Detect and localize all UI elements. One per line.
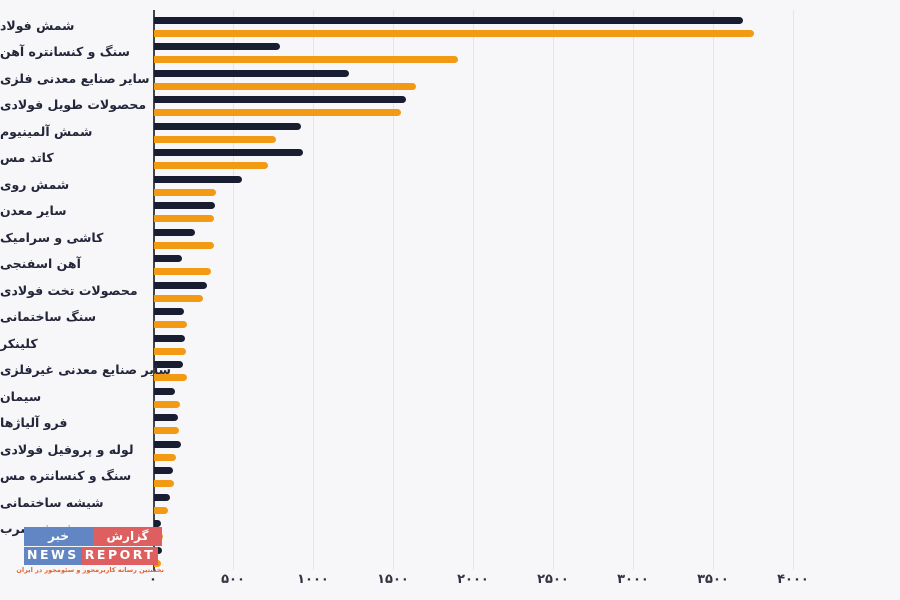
bar-dark	[154, 69, 350, 77]
logo-persian-name: گزارش خبر	[24, 527, 162, 546]
category-label: کاشی و سرامیک	[0, 229, 104, 245]
logo-word-gozaresh: گزارش	[93, 527, 162, 546]
category-label: محصولات طویل فولادی	[0, 97, 147, 113]
bar-dark	[154, 414, 178, 421]
bar-dark	[154, 228, 195, 236]
category-label: محصولات تخت فولادی	[0, 282, 138, 298]
bar-dark	[154, 361, 183, 368]
bar-orange	[154, 294, 203, 302]
bar-dark	[154, 387, 175, 395]
x-tick-label: ۲۰۰۰	[457, 572, 489, 587]
gridline	[713, 10, 714, 570]
bar-dark	[154, 334, 186, 342]
bar-orange	[154, 29, 754, 37]
bar-dark	[154, 122, 302, 130]
category-label: شمش روی	[0, 176, 70, 192]
logo-word-report: REPORT	[81, 547, 159, 565]
bar-orange	[154, 268, 211, 275]
gridline	[793, 10, 794, 570]
x-tick-label: ۳۰۰۰	[617, 572, 649, 587]
category-label: شمش آلمینیوم	[0, 123, 93, 139]
logo-word-news: NEWS	[24, 547, 82, 565]
x-tick-label: ۳۵۰۰	[697, 572, 729, 587]
bar-dark	[154, 43, 281, 50]
category-label: شیشه ساختمانی	[0, 494, 104, 510]
bar-dark	[154, 281, 207, 289]
bar-dark	[154, 493, 170, 501]
bar-dark	[154, 175, 242, 183]
bar-orange	[154, 321, 187, 328]
x-tick-label: ۲۵۰۰	[537, 572, 569, 587]
logo-tagline: نخستین رسانه کاربرمحور و سئومحور در ایرا…	[16, 565, 164, 574]
x-tick-label: ۱۰۰۰	[297, 572, 329, 587]
gridline	[553, 10, 554, 570]
bar-orange	[154, 453, 177, 461]
category-label: فرو آلیاژها	[0, 415, 68, 431]
gridline	[633, 10, 634, 570]
category-label: شمش فولاد	[0, 17, 75, 33]
category-label: سایر صنایع معدنی فلزی	[0, 70, 150, 86]
bar-dark	[154, 149, 303, 156]
bar-orange	[154, 400, 181, 408]
y-axis-line	[153, 10, 155, 571]
gridline	[473, 10, 474, 570]
bar-dark	[154, 255, 182, 262]
gridline	[313, 10, 314, 570]
category-label: سایر معدن	[0, 203, 67, 219]
bar-dark	[154, 16, 743, 24]
gridline	[233, 10, 234, 570]
category-label: سنگ و کنسانتره آهن	[0, 44, 130, 60]
logo-latin-name: NEWS REPORT	[24, 547, 162, 565]
bar-orange	[154, 480, 174, 487]
bar-orange	[154, 241, 214, 249]
bar-orange	[154, 188, 217, 196]
bar-dark	[154, 467, 174, 474]
bar-orange	[154, 56, 458, 63]
category-label: کلینکر	[0, 335, 38, 351]
x-tick-label: ۴۰۰۰	[777, 572, 809, 587]
category-label: آهن اسفنجی	[0, 256, 81, 272]
x-tick-label: ۰	[149, 572, 157, 587]
bar-orange	[154, 109, 402, 116]
bar-orange	[154, 162, 268, 169]
bar-dark	[154, 308, 185, 315]
bar-orange	[154, 427, 179, 434]
bar-orange	[154, 135, 276, 143]
category-label: سنگ و کنسانتره مس	[0, 468, 132, 484]
bar-orange	[154, 347, 186, 355]
gridline	[393, 10, 394, 570]
bar-orange	[154, 374, 187, 381]
bar-orange	[154, 215, 214, 222]
bar-orange	[154, 82, 417, 90]
newsreport-watermark-logo: گزارش خبر NEWS REPORT نخستین رسانه کاربر…	[16, 527, 164, 574]
bar-dark	[154, 440, 182, 448]
category-label: سنگ ساختمانی	[0, 309, 97, 325]
category-label: سایر صنایع معدنی غیرفلزی	[0, 362, 171, 378]
category-label: لوله و پروفیل فولادی	[0, 441, 134, 457]
bar-orange	[154, 506, 169, 514]
bar-dark	[154, 520, 162, 527]
logo-word-khabar: خبر	[24, 527, 93, 546]
category-label: سیمان	[0, 388, 42, 404]
bar-dark	[154, 96, 406, 103]
x-tick-label: ۱۵۰۰	[377, 572, 409, 587]
category-label: کاتد مس	[0, 150, 54, 166]
bar-dark	[154, 202, 215, 209]
x-tick-label: ۵۰۰	[221, 572, 245, 587]
